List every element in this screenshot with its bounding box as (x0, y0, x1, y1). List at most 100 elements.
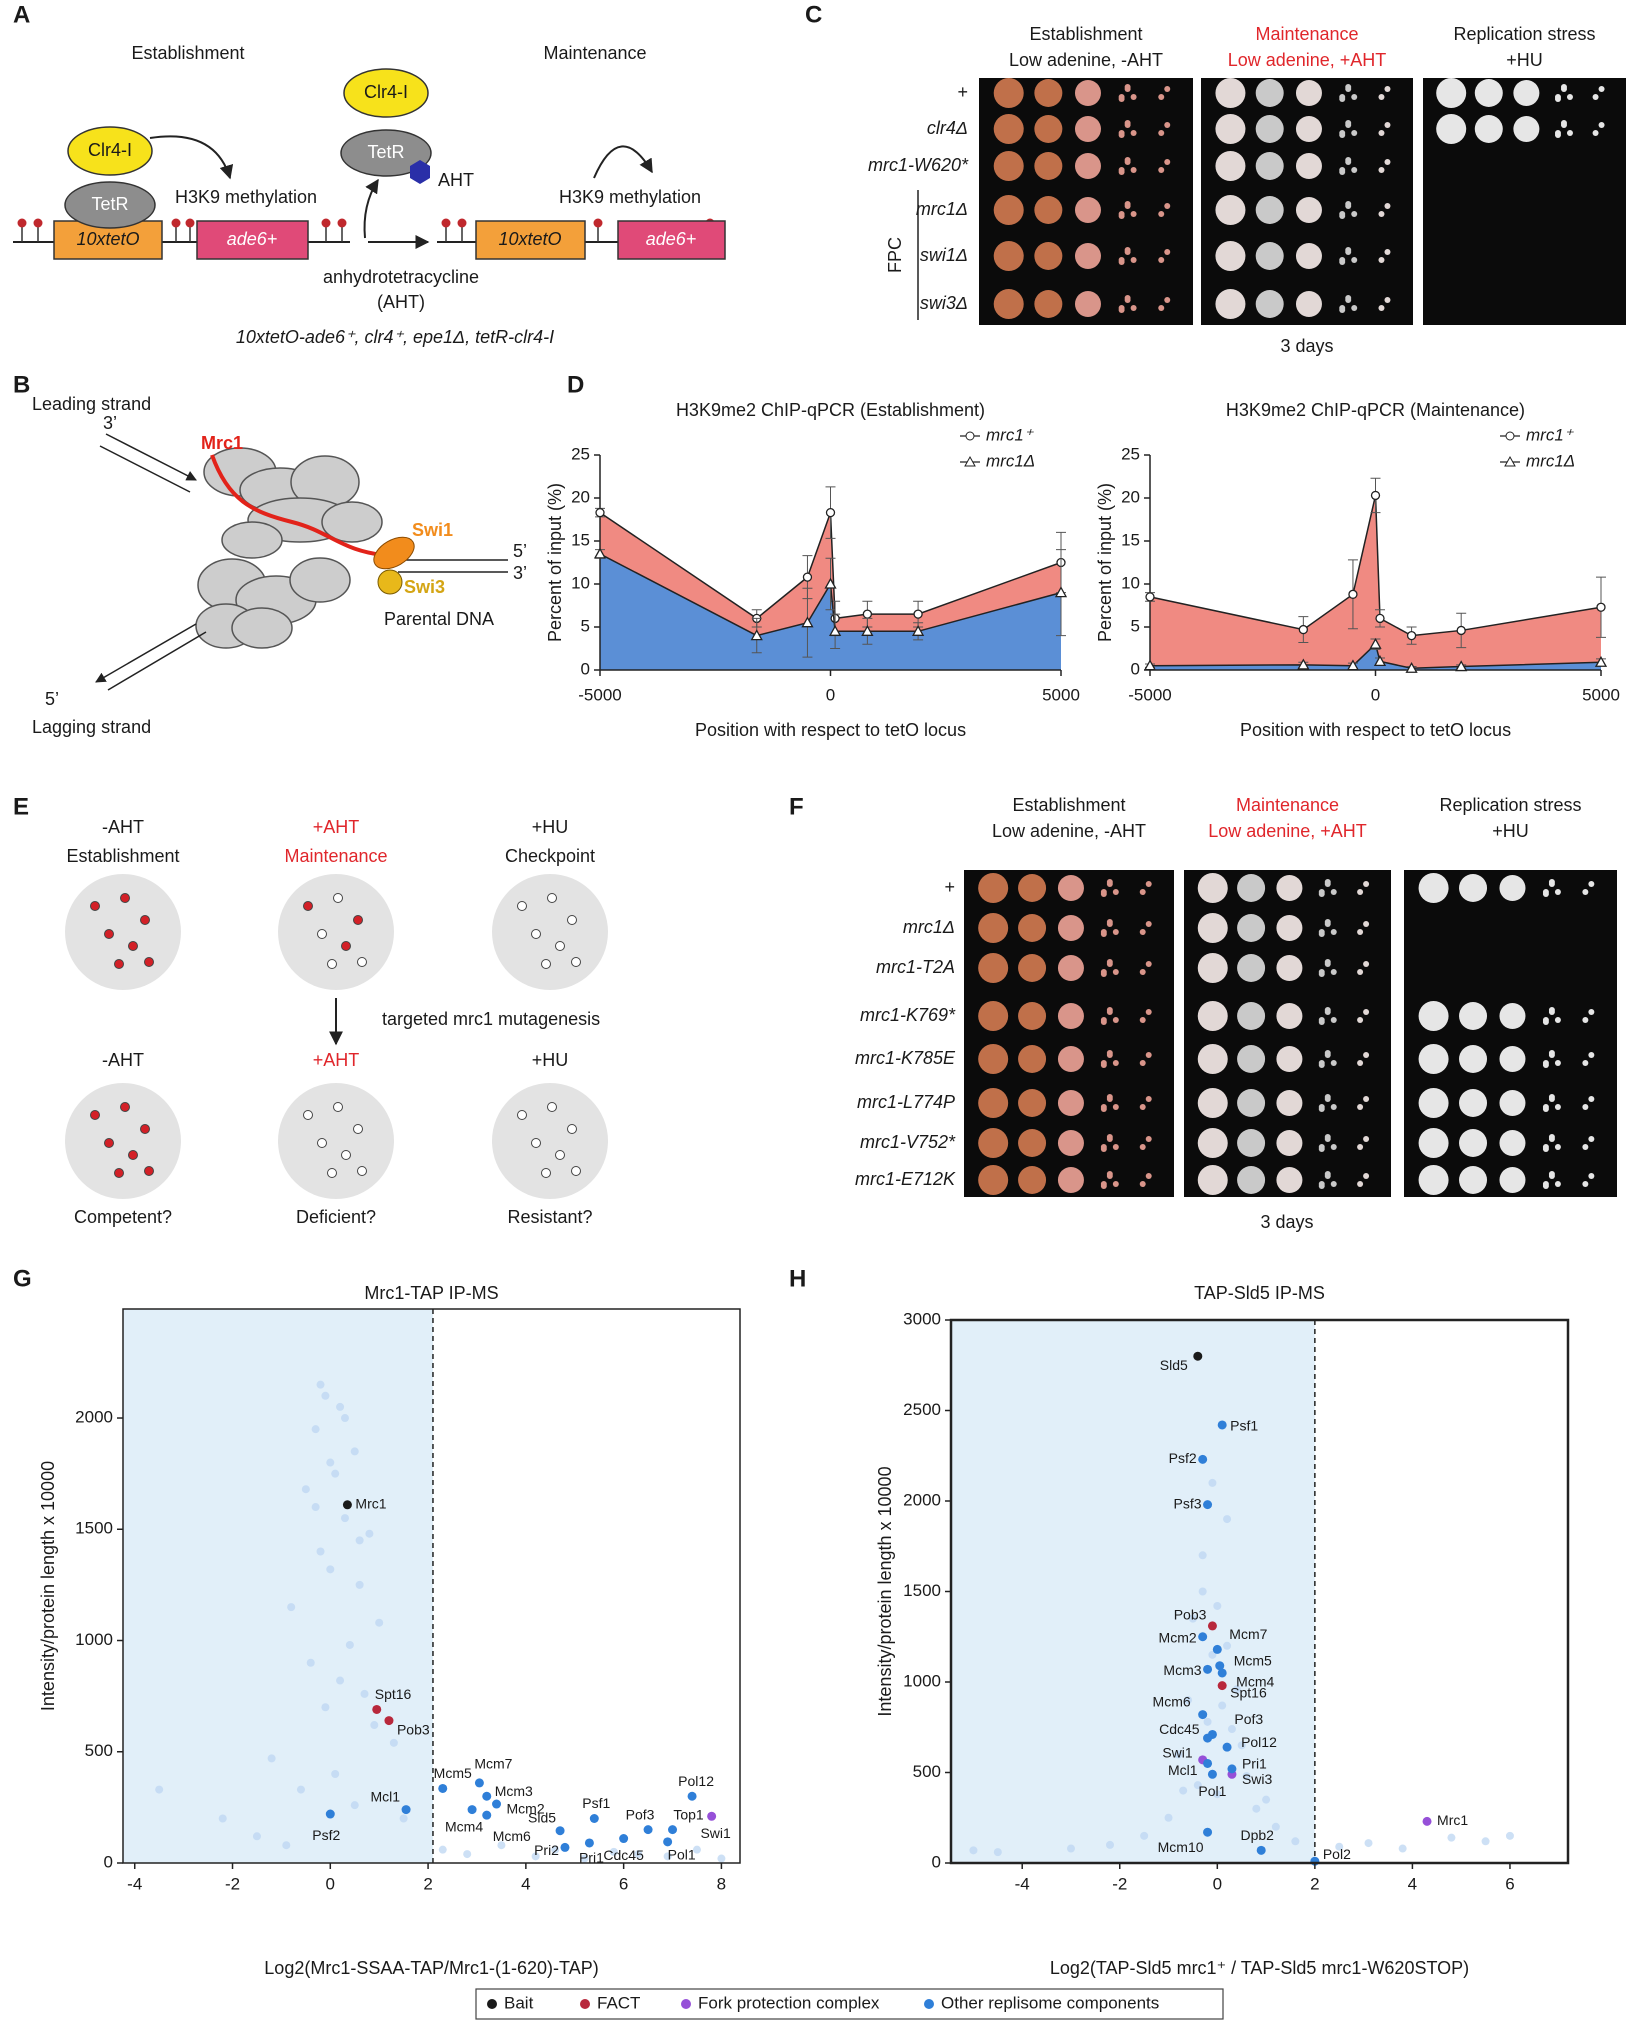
point-label: Pob3 (397, 1721, 430, 1737)
strain-label: mrc1-E712K (855, 1169, 956, 1189)
background-point (340, 1514, 349, 1523)
background-point (1271, 1822, 1280, 1831)
column-header: Establishment (1012, 795, 1125, 815)
plate-icon (65, 874, 181, 990)
colony (1324, 1094, 1331, 1100)
colony (1588, 881, 1595, 887)
spot (1474, 79, 1503, 107)
background-point (1198, 1587, 1207, 1596)
spot (978, 1128, 1009, 1158)
spot (1034, 242, 1063, 270)
point-label: Pri1 (1242, 1756, 1267, 1772)
protein-point (1203, 1827, 1213, 1837)
x-tick-label: -5000 (578, 685, 621, 704)
spot (1276, 1090, 1303, 1116)
marker (1596, 602, 1606, 612)
colony (1318, 891, 1325, 897)
colony (1158, 305, 1165, 311)
colony (1106, 1094, 1113, 1100)
colony (1100, 1062, 1107, 1068)
colony (1339, 307, 1346, 313)
colony (1145, 1009, 1152, 1015)
legend-label: mrc1⁺ (986, 425, 1035, 444)
colony (1330, 1017, 1337, 1023)
diagram-label: +HU (532, 817, 569, 837)
diagram-label: ade6+ (646, 229, 697, 249)
diagram-label: Establishment (131, 43, 244, 63)
point-label: Swi3 (1242, 1771, 1273, 1787)
colony (1158, 94, 1165, 100)
legend-marker (580, 1999, 590, 2009)
spot (1018, 1002, 1047, 1030)
point-label: Pol1 (1198, 1783, 1226, 1799)
protein-point (492, 1799, 502, 1809)
colony (1330, 1060, 1337, 1066)
colony (1345, 157, 1352, 163)
colony (1124, 247, 1131, 253)
colony (1378, 211, 1385, 217)
colony (1330, 1144, 1337, 1150)
colony (1351, 94, 1358, 100)
legend-marker (1505, 431, 1515, 441)
point-label: Pol12 (1241, 1734, 1277, 1750)
colony (1554, 96, 1561, 102)
point-label: Mrc1 (1437, 1812, 1468, 1828)
colony (1158, 167, 1165, 173)
spot (993, 151, 1024, 181)
background-point (463, 1850, 472, 1859)
colony (1560, 84, 1567, 90)
spot (1034, 115, 1063, 143)
y-tick-label: 0 (104, 1852, 113, 1871)
colony (1582, 889, 1589, 895)
colony (1324, 1171, 1331, 1177)
replisome-subunit (289, 557, 351, 603)
spot (1237, 1166, 1266, 1194)
colony (1324, 1007, 1331, 1013)
spot (1018, 1166, 1047, 1194)
spot (1255, 115, 1284, 143)
colony (1164, 122, 1171, 128)
diagram-label: +HU (532, 1050, 569, 1070)
panel-letter: E (13, 793, 29, 820)
spot (1276, 1046, 1303, 1072)
protein-point (663, 1837, 673, 1847)
strain-label: mrc1-L774P (857, 1092, 955, 1112)
background-point (1242, 1772, 1251, 1781)
spot (1499, 1003, 1526, 1029)
point-label: Pob3 (1174, 1607, 1207, 1623)
colony-icon (357, 957, 367, 967)
point-label: Mcm6 (1153, 1693, 1191, 1709)
background-point (1481, 1837, 1490, 1846)
point-label: Pol2 (1323, 1846, 1351, 1862)
colony-icon (353, 1124, 363, 1134)
colony (1139, 1017, 1146, 1023)
spot (1418, 1044, 1449, 1074)
colony (1542, 1146, 1549, 1152)
colony-icon (341, 1150, 351, 1160)
spot (1237, 1045, 1266, 1073)
y-tick-label: 1000 (903, 1671, 941, 1690)
y-tick-label: 15 (571, 530, 590, 549)
colony (1145, 1052, 1152, 1058)
colony-icon (120, 893, 130, 903)
colony (1384, 159, 1391, 165)
spot (1276, 915, 1303, 941)
legend-marker (924, 1999, 934, 2009)
colony (1384, 297, 1391, 303)
marker (861, 624, 874, 636)
spot (1295, 243, 1322, 269)
colony-icon (333, 893, 343, 903)
legend-label: mrc1⁺ (1526, 425, 1575, 444)
point-label: Cdc45 (603, 1847, 644, 1863)
spot (1237, 1002, 1266, 1030)
diagram-label: -AHT (102, 1050, 144, 1070)
diagram-label: -AHT (102, 817, 144, 837)
spot (1418, 1165, 1449, 1195)
point-label: Mcm3 (1163, 1662, 1201, 1678)
panel-letter: B (13, 371, 30, 398)
background-point (301, 1485, 310, 1494)
background-point (438, 1845, 447, 1854)
legend-marker (681, 1999, 691, 2009)
background-point (365, 1529, 374, 1538)
spot (1215, 195, 1246, 225)
